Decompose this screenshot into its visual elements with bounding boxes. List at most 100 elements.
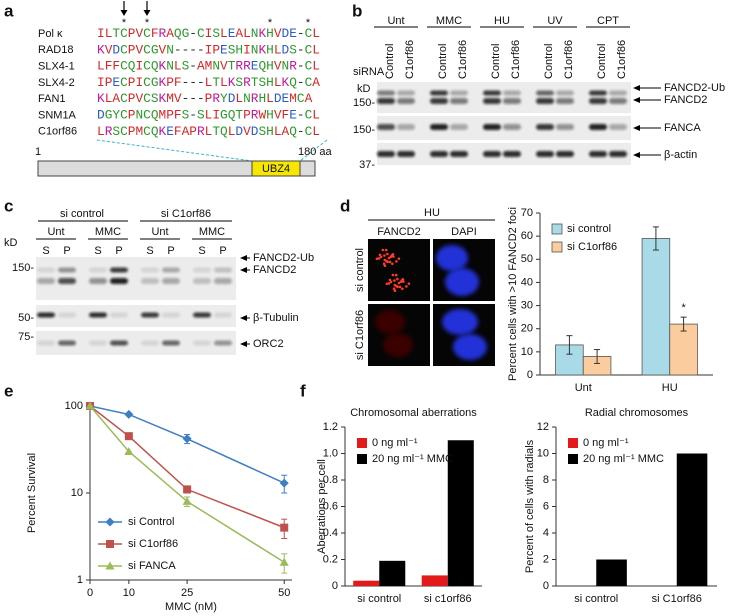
y-tick-label: 1	[77, 574, 83, 586]
arrow-head	[633, 85, 640, 91]
lane-label: C1orf86	[616, 40, 628, 79]
band	[214, 312, 232, 318]
lane-label: C1orf86	[404, 40, 416, 79]
legend-swatch	[568, 454, 578, 464]
band	[193, 312, 211, 318]
star: *	[145, 17, 150, 29]
band	[556, 90, 574, 96]
band	[556, 151, 574, 157]
zoom-line	[299, 139, 328, 162]
legend-label: si Control	[128, 516, 174, 528]
arrow-head	[633, 152, 640, 158]
marker	[105, 561, 115, 570]
y-tick-label: 20	[521, 323, 533, 335]
group-label: Unt	[387, 15, 404, 27]
band	[58, 340, 76, 346]
focus	[375, 257, 379, 261]
mw-marker: 150-	[12, 262, 34, 274]
band	[503, 90, 521, 96]
band	[110, 312, 128, 318]
y-tick-label: 8	[543, 474, 549, 486]
band	[609, 124, 627, 130]
panel-label: e	[4, 381, 13, 400]
condition-label: HU	[424, 207, 440, 219]
nucleus	[436, 245, 468, 271]
legend-label: si control	[567, 223, 611, 235]
y-tick-label: 40	[521, 276, 533, 288]
band	[503, 124, 521, 130]
marker	[106, 540, 114, 548]
blot	[377, 82, 631, 113]
focus	[394, 273, 398, 277]
blot	[36, 305, 236, 327]
focus	[381, 248, 385, 252]
x-tick-label: si C1orf86	[652, 593, 702, 605]
sequence: KLACPVCSKMV---PRYDLNRHLDEMCA	[97, 92, 313, 107]
star: *	[122, 17, 127, 29]
band	[397, 98, 415, 104]
legend-swatch	[551, 223, 563, 235]
band	[162, 312, 180, 318]
protein-name: SLX4-2	[38, 77, 75, 89]
panel-label: f	[300, 381, 306, 400]
band	[214, 267, 232, 273]
focus	[389, 280, 393, 284]
focus	[379, 255, 383, 259]
focus	[378, 253, 382, 257]
focus	[388, 278, 392, 282]
band	[193, 340, 211, 346]
band-label: FANCD2	[664, 94, 707, 106]
band	[430, 98, 448, 104]
bar	[421, 575, 448, 586]
error-bar	[566, 335, 573, 355]
fraction-label: P	[219, 245, 226, 257]
band-label: β-Tubulin	[253, 312, 299, 324]
domain-name: UBZ4	[262, 163, 290, 175]
band-label: FANCA	[664, 122, 701, 134]
error-bar	[680, 316, 687, 332]
band	[556, 124, 574, 130]
legend-label: 20 ng ml⁻¹ MMC	[372, 453, 453, 465]
lane-label: C1orf86	[457, 40, 469, 79]
band	[377, 151, 395, 157]
mw-marker: 75-	[18, 331, 34, 343]
band	[536, 90, 554, 96]
y-tick-label: 1.2	[323, 421, 338, 433]
panel-label: b	[352, 1, 362, 20]
focus	[393, 279, 396, 282]
lane-label: Control	[490, 44, 502, 79]
x-tick-label: 10	[123, 587, 135, 599]
row-label: si control	[354, 248, 366, 292]
y-axis-title: Percent cells with >10 FANCD2 foci	[507, 207, 519, 381]
legend-label: 20 ng ml⁻¹ MMC	[583, 453, 664, 465]
band	[162, 278, 180, 284]
bar	[379, 560, 406, 586]
bar	[447, 440, 474, 586]
nucleus-faint	[383, 333, 413, 357]
lane-label: Control	[384, 44, 396, 79]
condition-label: Unt	[47, 226, 64, 238]
band	[483, 151, 501, 157]
band	[397, 151, 415, 157]
legend-label: 0 ng ml⁻¹	[372, 437, 418, 449]
kd-label: kD	[357, 83, 371, 95]
band	[141, 278, 159, 284]
band	[214, 278, 232, 284]
marker	[279, 557, 289, 566]
chart-title: Chromosomal aberrations	[350, 407, 477, 419]
band	[37, 312, 55, 318]
focus	[387, 256, 391, 260]
mw-marker: 50-	[18, 312, 34, 324]
lane-label: Control	[596, 44, 608, 79]
band	[450, 151, 468, 157]
band	[483, 90, 501, 96]
sequence: IPECPICGKPF---LTLKSRTSHLKQ-CA	[97, 75, 320, 90]
domain-box	[251, 160, 301, 177]
group-label: CPT	[597, 15, 619, 27]
focus	[398, 285, 402, 289]
focus	[383, 254, 386, 257]
legend-label: si C1orf86	[567, 241, 617, 253]
band	[141, 267, 159, 273]
protein-name: SLX4-1	[38, 61, 75, 73]
group-label: si C1orf86	[161, 208, 211, 220]
